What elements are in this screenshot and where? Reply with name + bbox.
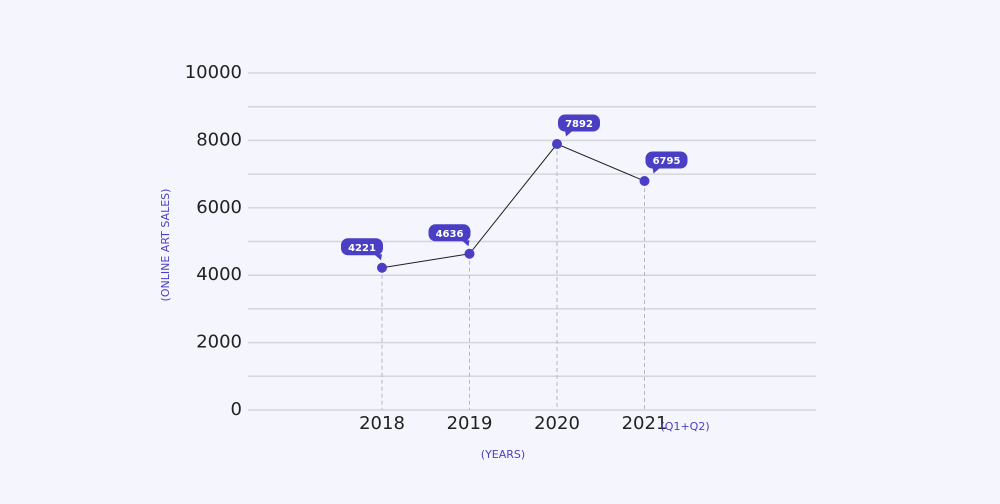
value-label-pointer: [652, 167, 661, 174]
y-tick-label: 8000: [196, 129, 242, 150]
data-point: [377, 262, 387, 273]
value-label: 4636: [436, 229, 464, 240]
value-label-pointer: [374, 254, 382, 261]
value-label-bg: [645, 151, 688, 169]
value-label-pointer: [461, 240, 470, 247]
value-label-bg: [428, 224, 471, 242]
data-line: [381, 143, 645, 269]
y-axis-label: (ONLINE ART SALES): [159, 189, 172, 302]
y-tick-label: 10000: [185, 62, 242, 83]
data-point: [552, 139, 562, 150]
x-axis-label: (YEARS): [481, 448, 525, 461]
x-tick-label: 2020: [534, 413, 580, 434]
x-tick-label: 2019: [447, 413, 493, 434]
y-tick-label: 6000: [196, 197, 242, 218]
x-tick-note: (Q1+Q2): [661, 420, 710, 433]
data-point: [639, 176, 650, 187]
value-label-pointer: [565, 130, 573, 137]
value-label: 7892: [565, 119, 593, 130]
data-point: [464, 248, 475, 259]
value-label: 6795: [653, 156, 681, 167]
x-tick-label: 2021: [622, 413, 668, 434]
y-tick-label: 0: [231, 399, 242, 420]
value-label-bg: [341, 238, 383, 256]
value-label: 4221: [348, 243, 376, 254]
y-tick-label: 2000: [196, 332, 242, 353]
value-label-bg: [558, 114, 600, 132]
y-tick-label: 4000: [196, 264, 242, 285]
x-tick-label: 2018: [359, 413, 405, 434]
